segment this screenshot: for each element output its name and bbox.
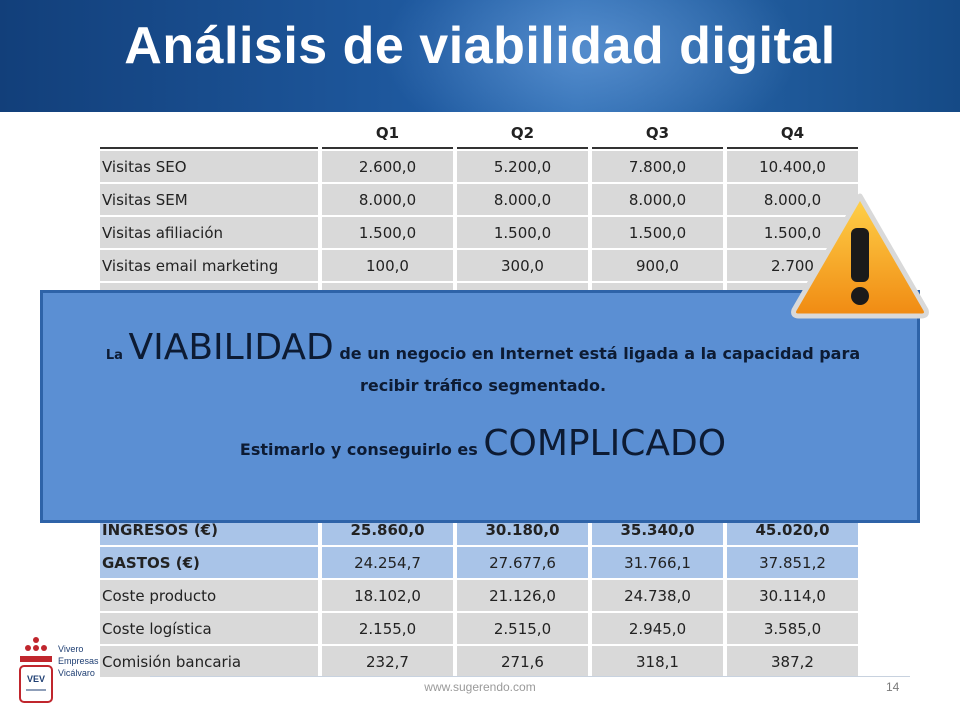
logo-line-3: Vicálvaro xyxy=(58,668,95,678)
header-glow xyxy=(380,0,800,112)
cell-value: 1.500,0 xyxy=(322,217,453,248)
cell-value: 10.400,0 xyxy=(727,151,858,182)
callout-prefix-2: Estimarlo y conseguirlo es xyxy=(239,440,478,459)
cell-value: 8.000,0 xyxy=(322,184,453,215)
header-banner: Análisis de viabilidad digital xyxy=(0,0,960,112)
callout-line-2: Estimarlo y conseguirlo es COMPLICADO xyxy=(43,423,923,464)
cell-value: 100,0 xyxy=(322,250,453,281)
cell-value: 18.102,0 xyxy=(322,580,453,611)
page-number: 14 xyxy=(886,680,900,694)
cell-value: 24.738,0 xyxy=(592,580,723,611)
cell-value: 30.114,0 xyxy=(727,580,858,611)
row-label: Comisión bancaria xyxy=(100,646,318,677)
logo-line-2: Empresas xyxy=(58,656,99,666)
cell-value: 8.000,0 xyxy=(457,184,588,215)
callout-emphasis-complicado: COMPLICADO xyxy=(483,423,727,464)
table-row: Visitas SEM 8.000,0 8.000,0 8.000,0 8.00… xyxy=(100,184,858,215)
row-label: Coste logística xyxy=(100,613,318,644)
vivero-logo: VEV xyxy=(19,637,53,703)
callout-text-cont: recibir tráfico segmentado. xyxy=(359,376,607,395)
table-header-row: Q1 Q2 Q3 Q4 xyxy=(100,118,858,149)
cell-value: 1.500,0 xyxy=(592,217,723,248)
footer-url: www.sugerendo.com xyxy=(424,680,536,694)
cell-value: 300,0 xyxy=(457,250,588,281)
cell-value: 7.800,0 xyxy=(592,151,723,182)
cell-value: 900,0 xyxy=(592,250,723,281)
cell-value: 271,6 xyxy=(457,646,588,677)
slide-title: Análisis de viabilidad digital xyxy=(124,17,836,75)
callout-line-1: La VIABILIDAD de un negocio en Internet … xyxy=(43,330,923,401)
cell-value: 21.126,0 xyxy=(457,580,588,611)
logo-badge: VEV xyxy=(27,674,45,684)
footer-divider xyxy=(150,676,910,677)
cell-value: 31.766,1 xyxy=(592,547,723,578)
cell-value: 1.500,0 xyxy=(457,217,588,248)
header-q4: Q4 xyxy=(727,118,858,149)
cell-value: 2.155,0 xyxy=(322,613,453,644)
cell-value: 318,1 xyxy=(592,646,723,677)
row-label: Visitas email marketing xyxy=(100,250,318,281)
table-row: Coste producto 18.102,0 21.126,0 24.738,… xyxy=(100,580,858,611)
cell-value: 27.677,6 xyxy=(457,547,588,578)
cell-value: 2.515,0 xyxy=(457,613,588,644)
cell-value: 37.851,2 xyxy=(727,547,858,578)
cell-value: 5.200,0 xyxy=(457,151,588,182)
logo-line-1: Vivero xyxy=(58,644,84,654)
row-label: Coste producto xyxy=(100,580,318,611)
warning-icon xyxy=(791,193,929,319)
cell-value: 2.600,0 xyxy=(322,151,453,182)
callout-emphasis-viabilidad: VIABILIDAD xyxy=(128,327,334,368)
table-row: Visitas email marketing 100,0 300,0 900,… xyxy=(100,250,858,281)
row-label: Visitas afiliación xyxy=(100,217,318,248)
cell-value: 232,7 xyxy=(322,646,453,677)
table-row-gastos: GASTOS (€) 24.254,7 27.677,6 31.766,1 37… xyxy=(100,547,858,578)
logo-text: Vivero Empresas Vicálvaro xyxy=(58,643,99,679)
row-label: Visitas SEO xyxy=(100,151,318,182)
header-q3: Q3 xyxy=(592,118,723,149)
table-row: Coste logística 2.155,0 2.515,0 2.945,0 … xyxy=(100,613,858,644)
callout-text: de un negocio en Internet está ligada a … xyxy=(339,344,861,363)
callout-box: La VIABILIDAD de un negocio en Internet … xyxy=(40,290,920,523)
cell-value: 2.945,0 xyxy=(592,613,723,644)
table-row: Comisión bancaria 232,7 271,6 318,1 387,… xyxy=(100,646,858,677)
row-label: GASTOS (€) xyxy=(100,547,318,578)
table-row: Visitas afiliación 1.500,0 1.500,0 1.500… xyxy=(100,217,858,248)
cell-value: 8.000,0 xyxy=(727,184,858,215)
cell-value: 3.585,0 xyxy=(727,613,858,644)
header-q2: Q2 xyxy=(457,118,588,149)
cell-value: 24.254,7 xyxy=(322,547,453,578)
row-label: Visitas SEM xyxy=(100,184,318,215)
cell-value: 8.000,0 xyxy=(592,184,723,215)
header-label-cell xyxy=(100,118,318,149)
header-q1: Q1 xyxy=(322,118,453,149)
callout-prefix: La xyxy=(105,348,123,363)
table-row: Visitas SEO 2.600,0 5.200,0 7.800,0 10.4… xyxy=(100,151,858,182)
cell-value: 387,2 xyxy=(727,646,858,677)
